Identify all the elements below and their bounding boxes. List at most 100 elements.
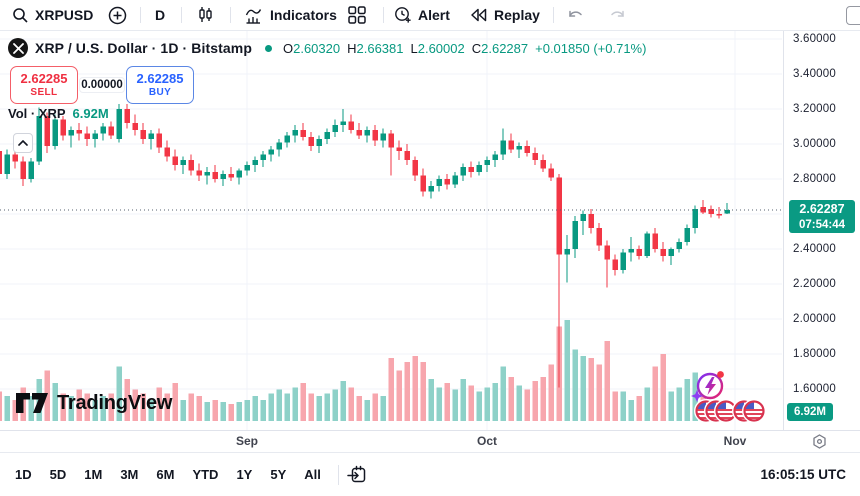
volume-bar xyxy=(484,387,490,421)
replay-button[interactable]: Replay xyxy=(469,0,540,30)
volume-bar xyxy=(132,389,138,421)
candle xyxy=(164,140,170,162)
candle xyxy=(260,151,266,167)
range-button-3m[interactable]: 3M xyxy=(120,466,139,482)
indicators-button[interactable]: Indicators xyxy=(245,0,337,30)
partial-toolbar-button[interactable] xyxy=(846,6,860,25)
candle xyxy=(44,112,50,153)
price-axis[interactable]: 3.60000 3.40000 3.20000 3.00000 2.80000 2.400… xyxy=(783,30,860,430)
interval-button[interactable]: D xyxy=(155,0,165,30)
range-button-ytd[interactable]: YTD xyxy=(192,466,219,482)
candle xyxy=(460,163,466,181)
symbol-title[interactable]: XRP / U.S. Dollar · 1D · Bitstamp xyxy=(35,40,252,56)
candle xyxy=(660,242,666,262)
volume-bar xyxy=(260,400,266,421)
candle xyxy=(548,163,554,181)
candle xyxy=(636,245,642,260)
toolbar-divider xyxy=(553,7,554,23)
compare-add-button[interactable] xyxy=(108,0,127,30)
pane-collapse-button[interactable] xyxy=(13,133,33,153)
volume-bar xyxy=(60,393,66,421)
volume-bar xyxy=(564,320,570,421)
volume-bar xyxy=(324,393,330,421)
range-button-1y[interactable]: 1Y xyxy=(236,466,253,482)
range-button-1m[interactable]: 1M xyxy=(84,466,103,482)
buy-button[interactable]: 2.62285 BUY xyxy=(126,66,194,104)
volume-indicator-legend[interactable]: Vol · XRP 6.92M xyxy=(8,106,109,121)
axis-settings-gear-icon[interactable] xyxy=(812,434,827,449)
usd-flag-coin-icon xyxy=(742,399,766,423)
indicator-templates-button[interactable] xyxy=(348,0,366,30)
range-button-6m[interactable]: 6M xyxy=(156,466,175,482)
go-to-date-calendar-icon[interactable] xyxy=(347,465,367,485)
candle xyxy=(28,158,34,183)
candle xyxy=(500,128,506,160)
symbol-search-button[interactable]: XRPUSD xyxy=(12,0,93,30)
volume-bar xyxy=(468,385,474,421)
volume-bar xyxy=(604,341,610,421)
plus-circle-icon xyxy=(108,6,127,25)
candle xyxy=(324,128,330,144)
volume-bar xyxy=(628,400,634,421)
volume-bar xyxy=(68,395,74,421)
chart-pane[interactable] xyxy=(0,30,782,430)
candle xyxy=(212,165,218,183)
bar-countdown: 07:54:44 xyxy=(798,218,846,231)
search-icon xyxy=(12,7,29,24)
grid-templates-icon xyxy=(348,6,366,24)
trade-panel: 2.62285 SELL 0.00000 2.62285 BUY xyxy=(10,66,194,104)
redo-button[interactable] xyxy=(608,0,626,30)
boost-lightning-icon[interactable] xyxy=(691,371,724,402)
range-button-all[interactable]: All xyxy=(304,466,321,482)
volume-bar xyxy=(228,404,234,421)
candle xyxy=(92,130,98,148)
range-button-5d[interactable]: 5D xyxy=(49,466,67,482)
candle xyxy=(284,131,290,148)
candle xyxy=(148,130,154,150)
candle xyxy=(196,163,202,181)
overlay-badges[interactable] xyxy=(683,367,775,427)
volume-bar xyxy=(676,387,682,421)
time-axis[interactable]: Sep Oct Nov xyxy=(0,430,860,452)
volume-bar xyxy=(92,400,98,421)
price-tick-label: 3.60000 xyxy=(793,33,836,45)
market-status-dot[interactable] xyxy=(264,44,272,52)
time-tick-label: Oct xyxy=(476,434,497,448)
symbol-legend: XRP / U.S. Dollar · 1D · Bitstamp O2.603… xyxy=(8,38,646,58)
candle xyxy=(132,114,138,136)
range-button-1d[interactable]: 1D xyxy=(15,466,32,482)
range-button-5y[interactable]: 5Y xyxy=(270,466,287,482)
bottombar-divider xyxy=(337,464,339,485)
volume-bar xyxy=(268,393,274,421)
volume-bar xyxy=(148,400,154,421)
price-tick-label: 1.60000 xyxy=(793,383,836,395)
candle xyxy=(612,254,618,276)
toolbar-divider xyxy=(140,7,141,23)
volume-bar xyxy=(460,379,466,421)
buy-label: BUY xyxy=(148,86,172,98)
alert-button[interactable]: Alert xyxy=(394,0,450,30)
volume-bar xyxy=(340,381,346,421)
utc-clock[interactable]: 16:05:15 UTC xyxy=(760,467,846,482)
chart-style-button[interactable] xyxy=(197,0,214,30)
candle xyxy=(108,121,114,139)
candle xyxy=(620,249,626,274)
candle xyxy=(124,103,130,129)
volume-bar xyxy=(236,402,242,421)
volume-bar xyxy=(284,393,290,421)
candle xyxy=(420,168,426,197)
candle xyxy=(140,123,146,144)
redo-arrow-icon xyxy=(608,8,626,22)
candle xyxy=(316,135,322,153)
volume-bar xyxy=(212,400,218,421)
usd-coin-icons[interactable] xyxy=(694,399,766,423)
volume-bar xyxy=(388,358,394,421)
date-range-row: 1D 5D 1M 3M 6M YTD 1Y 5Y All xyxy=(6,453,330,496)
candle xyxy=(604,240,610,288)
candle xyxy=(644,231,650,258)
undo-button[interactable] xyxy=(567,0,585,30)
top-toolbar: XRPUSD D Indicators xyxy=(0,0,860,31)
candle xyxy=(172,149,178,171)
candle xyxy=(348,114,354,134)
sell-button[interactable]: 2.62285 SELL xyxy=(10,66,78,104)
